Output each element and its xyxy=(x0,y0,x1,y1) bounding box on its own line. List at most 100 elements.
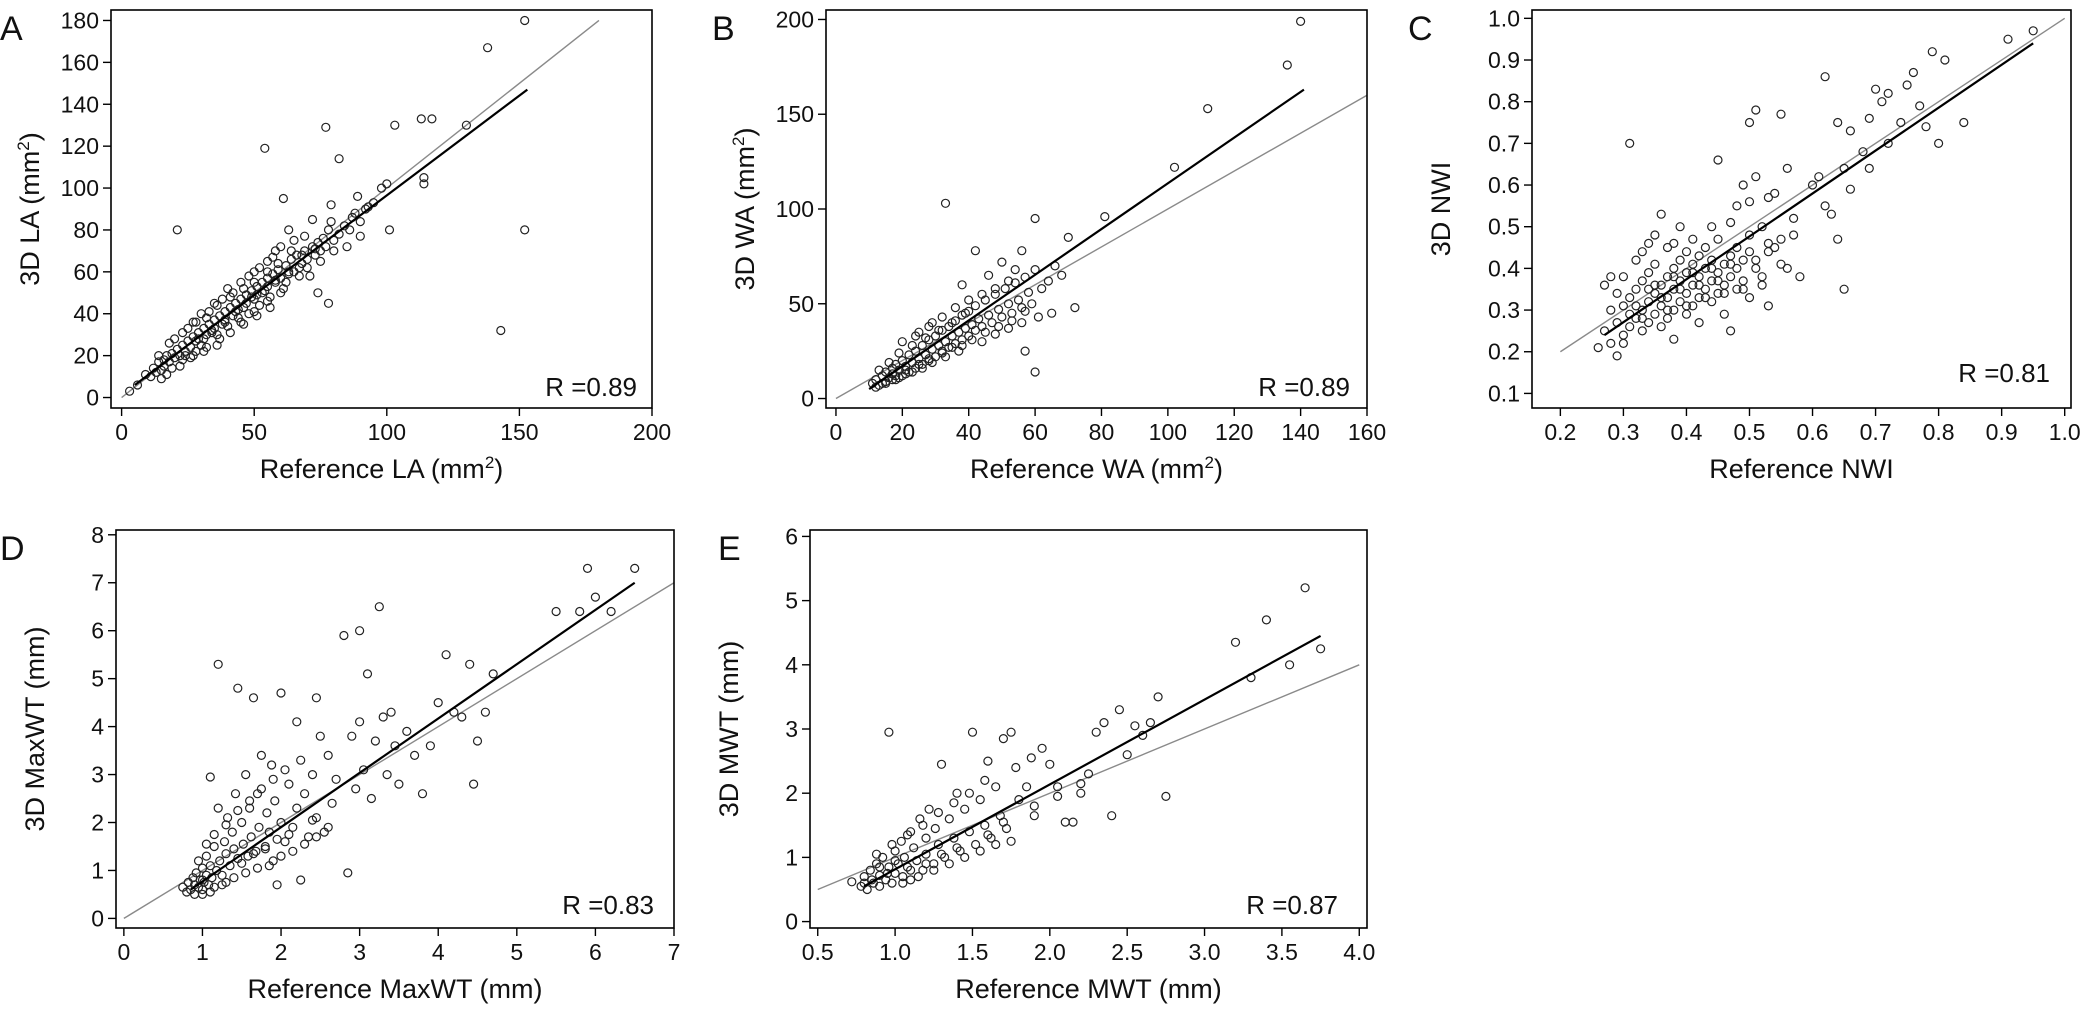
x-tick-label: 0.9 xyxy=(1986,419,2018,445)
regression-line xyxy=(863,634,1322,888)
data-point xyxy=(225,328,235,338)
x-tick-label: 1.0 xyxy=(879,939,911,965)
panel-a: A 0 50 100 150 200 0 20 40 60 80 100 120 140 160 180 Ref… xyxy=(0,7,671,484)
data-point xyxy=(1656,322,1666,332)
data-point xyxy=(1707,276,1717,286)
panel-letter: E xyxy=(718,530,741,568)
x-tick-label: 200 xyxy=(633,419,671,445)
data-point xyxy=(606,606,616,617)
y-axis-label: 3D MWT (mm) xyxy=(714,641,744,817)
data-point xyxy=(1707,222,1717,232)
data-point xyxy=(247,292,257,302)
y-tick-label: 3 xyxy=(91,762,104,788)
data-point xyxy=(1751,263,1761,273)
data-point xyxy=(983,270,994,280)
data-point xyxy=(882,868,893,879)
data-point xyxy=(1770,242,1780,253)
x-tick-label: 140 xyxy=(1281,419,1319,445)
panel-c: C 0.2 0.3 0.4 0.5 0.6 0.7 0.8 0.9 1.0 0.1 0.2 0.3 0.4… xyxy=(1408,5,2081,484)
data-point xyxy=(1029,801,1039,811)
data-point xyxy=(230,789,241,799)
data-point xyxy=(276,288,286,298)
data-point xyxy=(940,352,951,362)
data-point xyxy=(1643,238,1654,248)
y-tick-label: 1.0 xyxy=(1488,5,1520,31)
data-point xyxy=(1669,284,1679,294)
data-point xyxy=(1908,67,1919,78)
data-point xyxy=(191,868,201,878)
data-point xyxy=(172,225,182,235)
data-point xyxy=(1013,295,1024,305)
data-point xyxy=(1883,88,1893,99)
data-point xyxy=(1010,265,1020,275)
data-point xyxy=(1694,293,1704,303)
data-point xyxy=(199,346,209,356)
data-point xyxy=(1625,322,1635,332)
data-point xyxy=(907,367,917,377)
y-tick-label: 0 xyxy=(91,905,104,931)
data-point xyxy=(237,858,247,868)
data-point xyxy=(417,789,428,799)
data-point xyxy=(1757,280,1767,290)
data-point xyxy=(212,865,222,876)
data-point xyxy=(276,851,286,861)
data-point xyxy=(1650,230,1660,240)
data-point xyxy=(386,707,396,717)
data-point xyxy=(1007,308,1017,318)
data-point xyxy=(1643,284,1654,294)
data-point xyxy=(339,630,349,641)
regression-line xyxy=(134,88,529,386)
data-point xyxy=(272,834,282,844)
data-point xyxy=(254,300,265,310)
y-tick-label: 0.9 xyxy=(1488,47,1520,73)
data-point xyxy=(355,626,365,636)
data-point xyxy=(209,882,219,892)
data-point xyxy=(1933,138,1944,148)
data-point xyxy=(1045,759,1055,769)
data-point xyxy=(237,817,247,828)
data-point xyxy=(132,380,143,390)
data-point xyxy=(865,865,875,875)
data-point xyxy=(251,846,261,856)
data-point xyxy=(1637,276,1647,286)
data-point xyxy=(905,827,916,837)
data-point xyxy=(212,340,222,350)
data-point xyxy=(209,841,219,852)
x-tick-label: 60 xyxy=(1022,419,1048,445)
data-point xyxy=(1593,343,1603,353)
data-point xyxy=(1021,782,1032,792)
data-point xyxy=(427,114,437,124)
data-point xyxy=(347,731,357,741)
data-point xyxy=(975,794,985,805)
data-point xyxy=(419,179,429,189)
data-point xyxy=(1744,230,1755,240)
data-point xyxy=(934,325,944,335)
y-tick-label: 2 xyxy=(785,780,798,806)
x-axis-label: Reference LA (mm2) xyxy=(260,453,504,484)
y-tick-label: 5 xyxy=(91,666,104,692)
data-point xyxy=(256,750,266,761)
data-point xyxy=(1719,309,1729,319)
data-point xyxy=(1725,217,1736,228)
data-point xyxy=(245,796,255,806)
data-point xyxy=(180,351,190,361)
data-point xyxy=(1795,272,1805,282)
plot-frame xyxy=(1531,9,2072,409)
data-point xyxy=(1656,209,1666,219)
regression-line xyxy=(868,88,1305,390)
data-point xyxy=(284,829,294,840)
data-point xyxy=(191,317,201,327)
data-point xyxy=(987,318,997,328)
data-point xyxy=(378,712,388,722)
data-point xyxy=(326,217,336,227)
data-point xyxy=(1230,637,1241,647)
data-point xyxy=(2028,26,2038,36)
data-point xyxy=(991,839,1001,850)
data-point xyxy=(366,793,376,804)
data-point xyxy=(930,823,940,834)
data-point xyxy=(1820,72,1830,82)
data-point xyxy=(1858,147,1868,157)
y-tick-label: 150 xyxy=(776,101,814,127)
